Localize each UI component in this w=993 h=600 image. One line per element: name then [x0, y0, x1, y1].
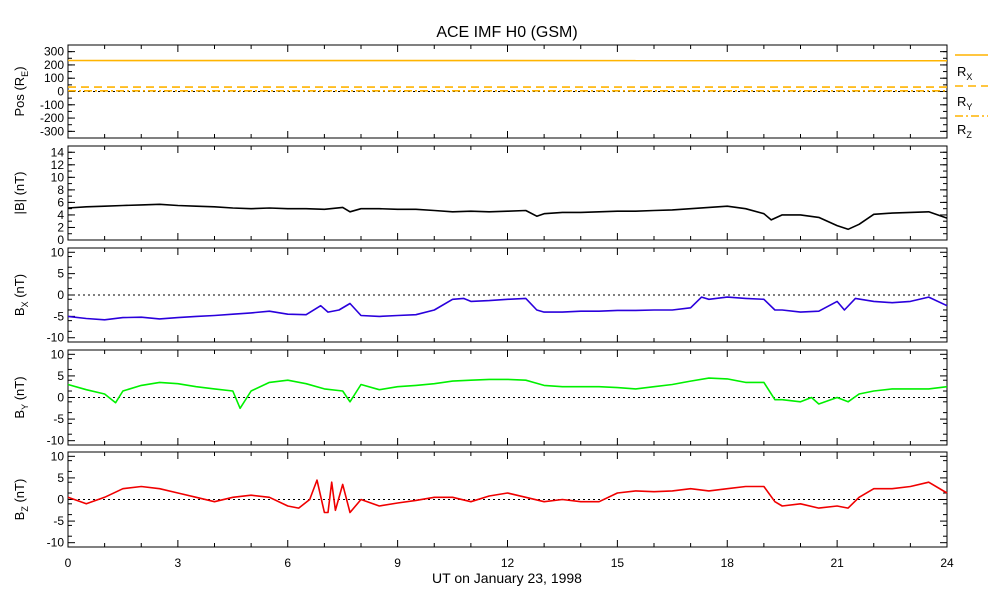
series-by-line — [67, 377, 948, 410]
y-tick-label: 6 — [57, 195, 64, 209]
x-tick-label: 21 — [830, 556, 844, 570]
y-tick-label: 200 — [44, 58, 64, 72]
y-tick-label: 5 — [57, 369, 64, 383]
y-axis-label: BY (nT) — [12, 376, 30, 418]
series-bx-line — [67, 296, 948, 321]
x-tick-label: 9 — [394, 556, 401, 570]
x-tick-label: 15 — [611, 556, 625, 570]
y-tick-label: 0 — [57, 233, 64, 247]
y-tick-label: 5 — [57, 471, 64, 485]
series-b-line — [67, 203, 948, 231]
y-tick-label: 0 — [57, 391, 64, 405]
x-tick-label: 3 — [175, 556, 182, 570]
y-tick-label: 14 — [51, 145, 65, 159]
y-tick-label: 8 — [57, 183, 64, 197]
y-tick-label: -5 — [53, 309, 64, 323]
y-tick-label: -300 — [40, 124, 64, 138]
y-tick-label: 0 — [57, 493, 64, 507]
y-tick-label: 10 — [51, 449, 65, 463]
y-tick-label: 10 — [51, 170, 65, 184]
y-tick-label: -5 — [53, 514, 64, 528]
x-tick-label: 0 — [65, 556, 72, 570]
y-axis-label: BZ (nT) — [12, 479, 30, 521]
y-tick-label: 5 — [57, 267, 64, 281]
y-axis-label: Pos (RE) — [12, 66, 30, 116]
x-tick-label: 18 — [721, 556, 735, 570]
position-legend: RX RY RZ — [955, 54, 988, 140]
y-tick-label: 4 — [57, 208, 64, 222]
panel-2: -10 -5 0 5 10 BX (nT) — [12, 245, 948, 345]
x-tick-label: 12 — [501, 556, 515, 570]
series-bz-line — [67, 479, 948, 514]
x-axis-label: UT on January 23, 1998 — [432, 570, 582, 586]
y-tick-label: -10 — [47, 536, 65, 550]
panel-frame — [67, 145, 948, 241]
x-tick-label: 6 — [284, 556, 291, 570]
legend-label-y: RY — [957, 94, 972, 112]
y-tick-label: 2 — [57, 220, 64, 234]
x-tick-label: 24 — [940, 556, 954, 570]
y-tick-label: 0 — [57, 288, 64, 302]
y-tick-label: 300 — [44, 45, 64, 59]
y-tick-label: 10 — [51, 245, 65, 259]
panel-3: -10 -5 0 5 10 BY (nT) — [12, 347, 948, 448]
x-axis: 0 3 6 9 12 15 18 21 24 — [65, 556, 954, 570]
panel-4: -10 -5 0 5 10 BZ (nT) — [12, 449, 948, 550]
legend-label-x: RX — [957, 64, 972, 82]
y-tick-label: -10 — [47, 434, 65, 448]
y-tick-label: 12 — [51, 158, 65, 172]
y-tick-label: -5 — [53, 412, 64, 426]
y-tick-label: 10 — [51, 347, 65, 361]
y-axis-label: |B| (nT) — [12, 172, 27, 215]
y-axis-label: BX (nT) — [12, 274, 30, 316]
y-tick-label: -200 — [40, 111, 64, 125]
legend-label-z: RZ — [957, 122, 972, 140]
plot-title: ACE IMF H0 (GSM) — [436, 24, 577, 41]
y-tick-label: -10 — [47, 331, 65, 345]
y-tick-label: -100 — [40, 98, 64, 112]
y-tick-label: 0 — [57, 85, 64, 99]
y-tick-label: 100 — [44, 71, 64, 85]
